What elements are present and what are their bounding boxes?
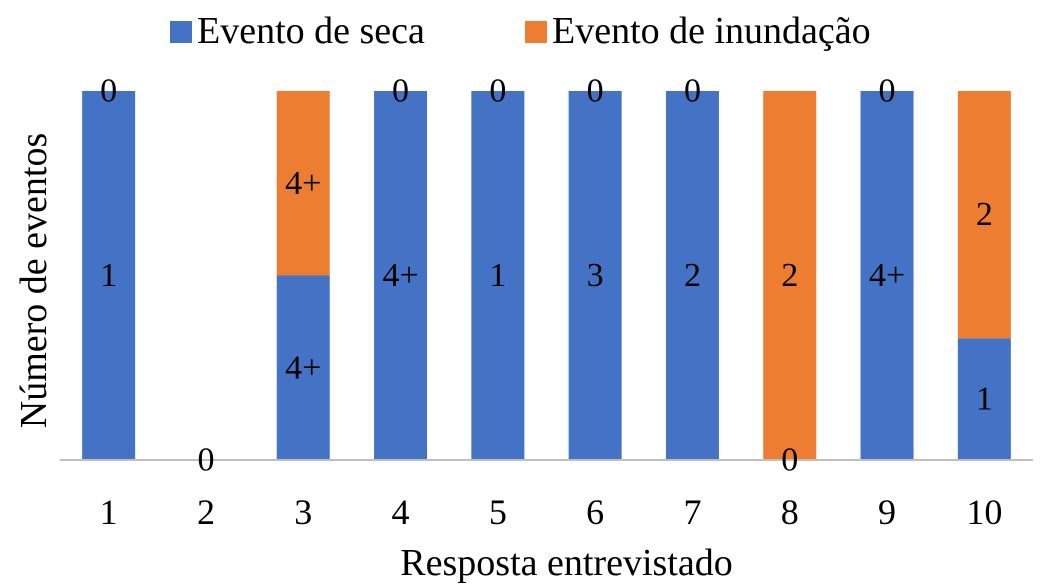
data-label-seca-10: 1 — [976, 381, 993, 418]
data-label-seca-1: 1 — [100, 257, 117, 294]
data-label-seca-7: 2 — [684, 257, 701, 294]
x-tick-label-8: 8 — [781, 492, 799, 532]
legend-label-inundacao: Evento de inundação — [552, 10, 871, 52]
data-label-seca-6: 3 — [587, 257, 604, 294]
data-label-inundacao-6: 0 — [587, 73, 604, 110]
data-label-seca-3: 4+ — [285, 349, 321, 386]
x-axis-title: Resposta entrevistado — [400, 542, 732, 584]
bar-seca-1 — [82, 91, 136, 460]
data-label-seca-5: 1 — [489, 257, 506, 294]
x-tick-labels: 1 2 3 4 5 6 7 8 9 10 — [100, 492, 1003, 532]
bar-seca-10 — [957, 338, 1011, 460]
data-label-seca-2: 0 — [197, 442, 214, 479]
x-tick-label-10: 10 — [966, 492, 1002, 532]
bar-seca-3 — [276, 275, 330, 460]
bar-seca-9 — [860, 91, 914, 460]
data-label-inundacao-8: 2 — [781, 257, 798, 294]
data-label-inundacao-3: 4+ — [285, 165, 321, 202]
bar-seca-4 — [374, 91, 428, 460]
bar-seca-6 — [568, 91, 622, 460]
x-tick-label-2: 2 — [197, 492, 215, 532]
data-label-inundacao-4: 0 — [392, 73, 409, 110]
bar-seca-7 — [665, 91, 719, 460]
legend-swatch-seca — [170, 21, 192, 43]
legend-swatch-inundacao — [525, 21, 547, 43]
bars-layer — [82, 91, 1011, 460]
legend: Evento de seca Evento de inundação — [170, 10, 871, 52]
data-label-seca-8: 0 — [781, 442, 798, 479]
x-tick-label-9: 9 — [878, 492, 896, 532]
bar-inundacao-8 — [763, 91, 817, 460]
data-label-seca-4: 4+ — [382, 257, 418, 294]
legend-label-seca: Evento de seca — [197, 10, 425, 52]
data-label-inundacao-7: 0 — [684, 73, 701, 110]
data-label-inundacao-10: 2 — [976, 196, 993, 233]
bar-seca-5 — [471, 91, 525, 460]
bar-inundacao-3 — [276, 91, 330, 276]
data-label-inundacao-1: 0 — [100, 73, 117, 110]
data-label-inundacao-9: 0 — [879, 73, 896, 110]
bar-inundacao-10 — [957, 91, 1011, 339]
data-label-inundacao-5: 0 — [489, 73, 506, 110]
x-tick-label-1: 1 — [100, 492, 118, 532]
x-tick-label-4: 4 — [392, 492, 410, 532]
y-axis-title: Número de eventos — [13, 133, 55, 428]
x-tick-label-6: 6 — [586, 492, 604, 532]
data-labels-layer: 1 0 0 4+ 4+ 4+ 0 1 0 3 0 2 0 0 2 4+ 0 1 2 — [100, 73, 993, 479]
x-tick-label-3: 3 — [294, 492, 312, 532]
x-tick-label-7: 7 — [683, 492, 701, 532]
x-tick-label-5: 5 — [489, 492, 507, 532]
data-label-seca-9: 4+ — [869, 257, 905, 294]
